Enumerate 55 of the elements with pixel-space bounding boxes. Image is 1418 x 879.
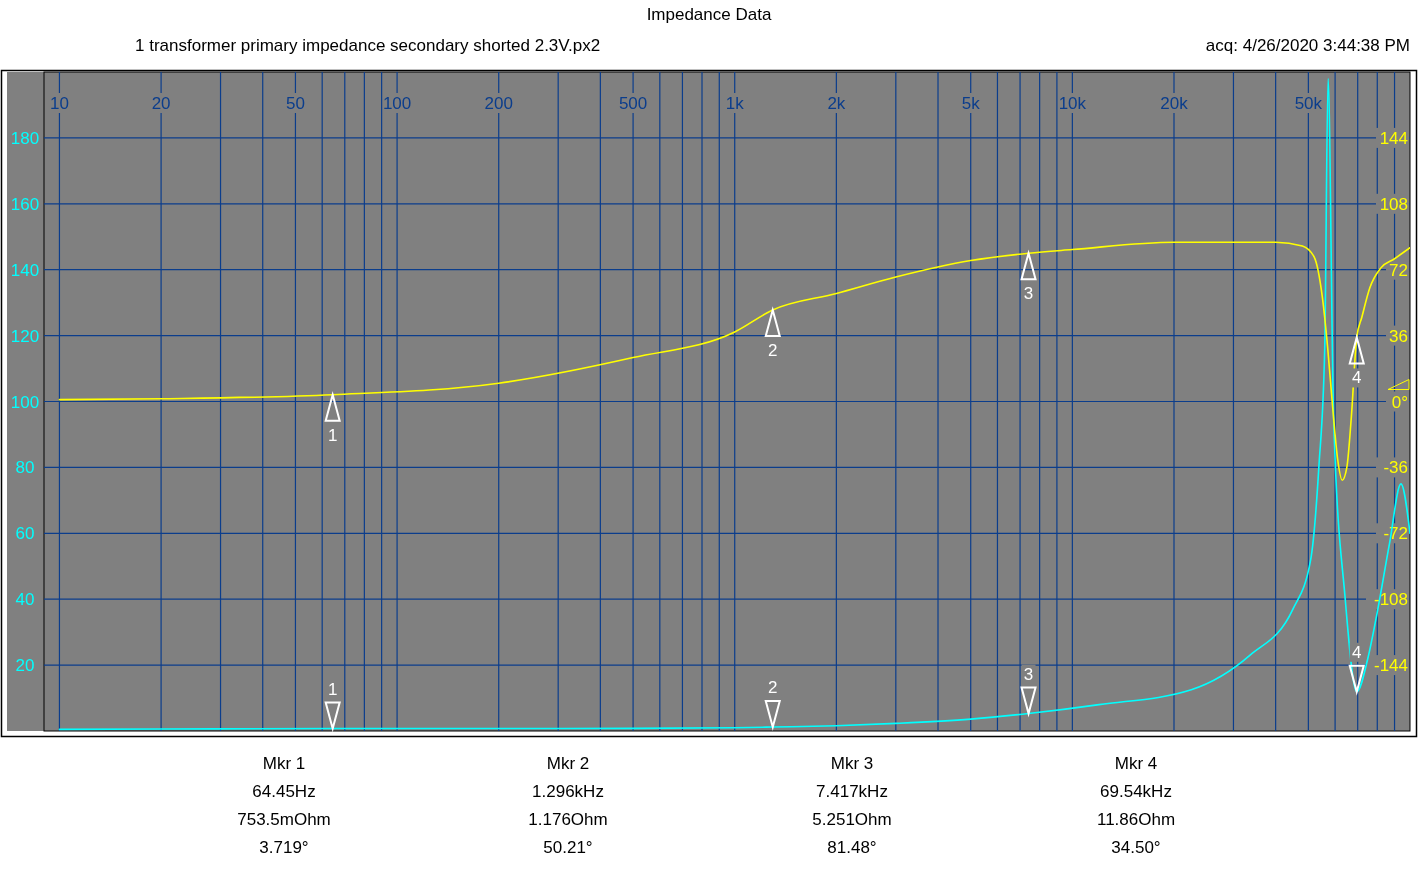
x-tick-label: 10k bbox=[1058, 94, 1087, 113]
annotation: 4 bbox=[1352, 642, 1362, 662]
annotation: 3 bbox=[1023, 284, 1034, 304]
x-tick-label: 20 bbox=[151, 94, 171, 113]
x-tick-label: 1k bbox=[725, 94, 745, 113]
x-tick-label: 2k bbox=[827, 94, 846, 113]
annotation: 4 bbox=[1352, 368, 1362, 388]
y2-tick-label: -144 bbox=[1373, 656, 1408, 676]
y2-tick-label: -36 bbox=[1383, 458, 1408, 478]
y-tick-label: 80 bbox=[15, 458, 35, 478]
y-tick-label: 160 bbox=[10, 194, 40, 214]
x-tick-label: 500 bbox=[618, 94, 648, 113]
y-tick-label: 140 bbox=[10, 260, 40, 280]
x-tick-label: 50 bbox=[285, 94, 305, 113]
y2-tick-label: 36 bbox=[1389, 326, 1408, 346]
y-tick-label: 60 bbox=[15, 524, 35, 544]
text: 81.48° bbox=[827, 838, 877, 857]
text: Mkr 1 bbox=[262, 754, 306, 773]
x-tick-label: 20k bbox=[1160, 94, 1189, 113]
annotation: 1 bbox=[327, 425, 338, 445]
y-tick-label: 120 bbox=[10, 326, 40, 346]
y2-tick-label: 72 bbox=[1389, 260, 1408, 280]
x-tick-label: 50k bbox=[1294, 94, 1323, 113]
text: 1.176Ohm bbox=[528, 810, 608, 829]
x-tick-label: 5k bbox=[961, 94, 981, 113]
text: Mkr 4 bbox=[1114, 754, 1158, 773]
annotation: 2 bbox=[768, 340, 778, 360]
text: 34.50° bbox=[1111, 838, 1161, 857]
annotation: 1 bbox=[327, 679, 338, 699]
text: 3.719° bbox=[259, 838, 309, 857]
annotation: 3 bbox=[1023, 664, 1034, 684]
x-tick-label: 100 bbox=[382, 94, 412, 113]
y-tick-label: 40 bbox=[15, 590, 35, 610]
y2-tick-label: 0° bbox=[1391, 392, 1408, 412]
x-tick-label: 200 bbox=[484, 94, 513, 113]
y-tick-label: 180 bbox=[10, 128, 40, 148]
text: 7.417kHz bbox=[816, 782, 888, 801]
y-tick-label: 20 bbox=[15, 656, 35, 676]
text: 50.21° bbox=[543, 838, 593, 857]
x-tick-label: 10 bbox=[49, 94, 69, 113]
chart-subtitle: 1 transformer primary impedance secondary shorted 2.3V.px2 bbox=[135, 36, 601, 55]
annotation: 2 bbox=[768, 678, 778, 698]
text: Mkr 3 bbox=[830, 754, 874, 773]
text: 64.45Hz bbox=[252, 782, 316, 801]
text: 11.86Ohm bbox=[1096, 810, 1176, 829]
text: 1.296kHz bbox=[532, 782, 604, 801]
chart-title: Impedance Data bbox=[646, 5, 772, 24]
y2-tick-label: 144 bbox=[1379, 128, 1408, 148]
text: 753.5mOhm bbox=[237, 810, 331, 829]
y2-tick-label: 108 bbox=[1379, 194, 1408, 214]
y-tick-label: 100 bbox=[10, 392, 40, 412]
text: acq: 4/26/2020 3:44:38 PM bbox=[1205, 36, 1410, 55]
text: Mkr 2 bbox=[546, 754, 590, 773]
text: 69.54kHz bbox=[1100, 782, 1172, 801]
text: 5.251Ohm bbox=[812, 810, 892, 829]
